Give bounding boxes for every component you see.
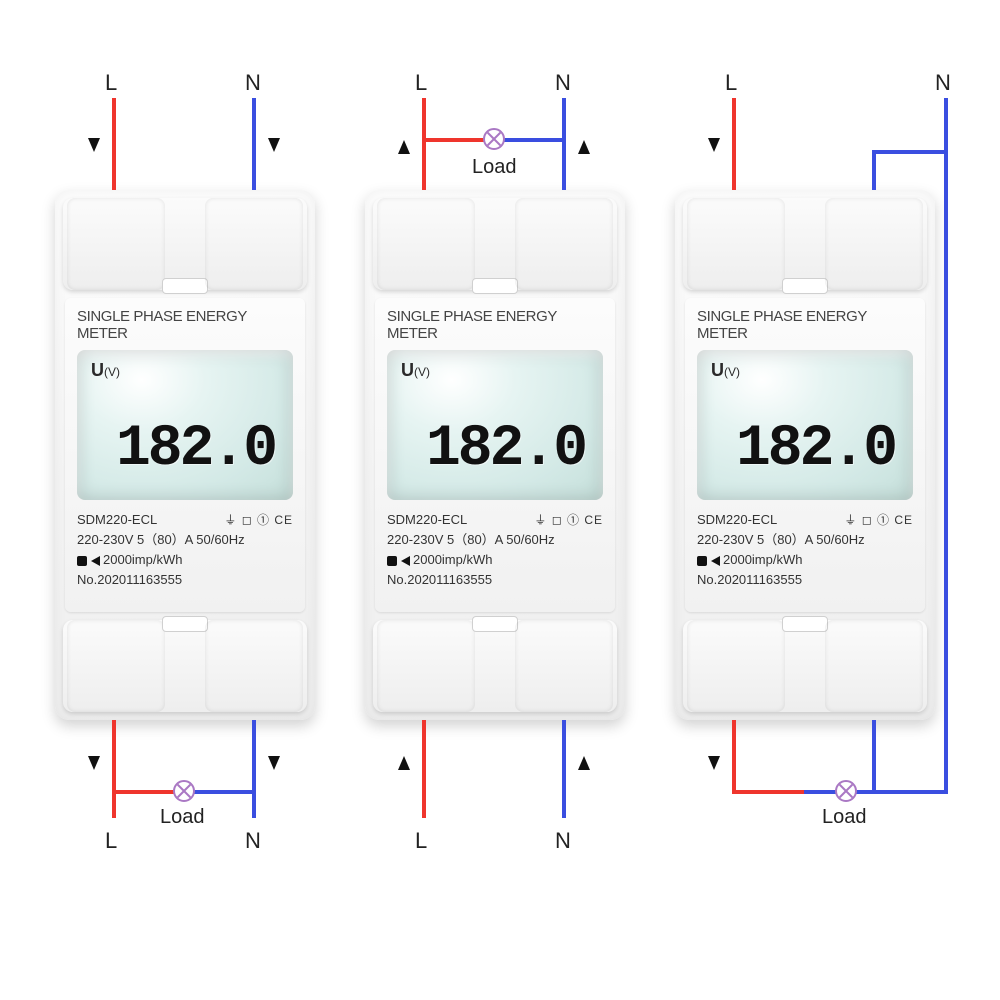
- lcd-display: U(V) 182.0: [697, 350, 913, 500]
- arrow-down-icon: [88, 756, 100, 770]
- wire-line: [112, 98, 116, 190]
- lcd-unit: U(V): [711, 360, 740, 381]
- lcd-reading: 182.0: [116, 417, 275, 482]
- label-load: Load: [160, 806, 205, 829]
- wire-neutral: [562, 720, 566, 818]
- label-neutral: N: [555, 828, 571, 854]
- meter-title: SINGLE PHASE ENERGY METER: [697, 308, 913, 342]
- wire-line: [112, 720, 116, 818]
- meter-rating: 220-230V 5（80）A 50/60Hz: [697, 530, 913, 550]
- meter-face: SINGLE PHASE ENERGY METER U(V) 182.0 SDM…: [685, 298, 925, 612]
- compliance-marks-icon: ⏚ ◻ ① CE: [844, 511, 913, 530]
- label-line: L: [105, 828, 117, 854]
- meter-info: SDM220-ECL ⏚ ◻ ① CE 220-230V 5（80）A 50/6…: [697, 510, 913, 591]
- lcd-display: U(V) 182.0: [387, 350, 603, 500]
- label-line: L: [725, 70, 737, 96]
- load-symbol-icon: [173, 780, 195, 802]
- wire-line: [732, 720, 736, 792]
- wire-neutral: [562, 98, 566, 190]
- wiring-diagram-canvas: SINGLE PHASE ENERGY METER U(V) 182.0 SDM…: [0, 0, 1000, 1000]
- load-symbol-icon: [835, 780, 857, 802]
- meter-model: SDM220-ECL: [387, 510, 467, 530]
- arrow-up-icon: [398, 140, 410, 154]
- terminal-cover-top: [373, 198, 617, 290]
- label-line: L: [415, 70, 427, 96]
- label-line: L: [415, 828, 427, 854]
- meter-pulse: 2000imp/kWh: [697, 550, 913, 570]
- arrow-down-icon: [88, 138, 100, 152]
- wire-line: [422, 720, 426, 818]
- arrow-up-icon: [578, 756, 590, 770]
- label-load: Load: [822, 806, 867, 829]
- label-line: L: [105, 70, 117, 96]
- terminal-cover-bottom: [683, 620, 927, 712]
- meter-unit: SINGLE PHASE ENERGY METER U(V) 182.0 SDM…: [675, 190, 935, 720]
- label-neutral: N: [245, 70, 261, 96]
- meter-model: SDM220-ECL: [77, 510, 157, 530]
- arrow-up-icon: [398, 756, 410, 770]
- arrow-down-icon: [268, 138, 280, 152]
- meter-unit: SINGLE PHASE ENERGY METER U(V) 182.0 SDM…: [365, 190, 625, 720]
- wire-neutral: [872, 150, 948, 154]
- wire-neutral: [872, 150, 876, 190]
- compliance-marks-icon: ⏚ ◻ ① CE: [534, 511, 603, 530]
- label-neutral: N: [245, 828, 261, 854]
- arrow-down-icon: [708, 756, 720, 770]
- label-neutral: N: [555, 70, 571, 96]
- wire-line: [422, 98, 426, 190]
- wire-load-bridge: [804, 790, 948, 794]
- meter-face: SINGLE PHASE ENERGY METER U(V) 182.0 SDM…: [375, 298, 615, 612]
- meter-serial: No.202011163555: [387, 570, 603, 590]
- meter-info: SDM220-ECL ⏚ ◻ ① CE 220-230V 5（80）A 50/6…: [387, 510, 603, 591]
- lcd-display: U(V) 182.0: [77, 350, 293, 500]
- terminal-cover-top: [63, 198, 307, 290]
- lcd-unit: U(V): [401, 360, 430, 381]
- wire-neutral: [872, 720, 876, 792]
- terminal-cover-bottom: [63, 620, 307, 712]
- label-neutral: N: [935, 70, 951, 96]
- meter-title: SINGLE PHASE ENERGY METER: [387, 308, 603, 342]
- arrow-down-icon: [708, 138, 720, 152]
- lcd-reading: 182.0: [426, 417, 585, 482]
- lcd-reading: 182.0: [736, 417, 895, 482]
- meter-face: SINGLE PHASE ENERGY METER U(V) 182.0 SDM…: [65, 298, 305, 612]
- meter-serial: No.202011163555: [697, 570, 913, 590]
- meter-pulse: 2000imp/kWh: [77, 550, 293, 570]
- load-symbol-icon: [483, 128, 505, 150]
- meter-pulse: 2000imp/kWh: [387, 550, 603, 570]
- meter-unit: SINGLE PHASE ENERGY METER U(V) 182.0 SDM…: [55, 190, 315, 720]
- meter-model: SDM220-ECL: [697, 510, 777, 530]
- wire-load-bridge: [732, 790, 804, 794]
- meter-rating: 220-230V 5（80）A 50/60Hz: [387, 530, 603, 550]
- meter-title: SINGLE PHASE ENERGY METER: [77, 308, 293, 342]
- wire-neutral-long: [944, 98, 948, 792]
- wire-neutral: [252, 98, 256, 190]
- compliance-marks-icon: ⏚ ◻ ① CE: [224, 511, 293, 530]
- meter-serial: No.202011163555: [77, 570, 293, 590]
- wire-line: [732, 98, 736, 190]
- terminal-cover-bottom: [373, 620, 617, 712]
- wire-neutral: [252, 720, 256, 818]
- label-load: Load: [472, 156, 517, 179]
- arrow-up-icon: [578, 140, 590, 154]
- meter-info: SDM220-ECL ⏚ ◻ ① CE 220-230V 5（80）A 50/6…: [77, 510, 293, 591]
- lcd-unit: U(V): [91, 360, 120, 381]
- terminal-cover-top: [683, 198, 927, 290]
- arrow-down-icon: [268, 756, 280, 770]
- meter-rating: 220-230V 5（80）A 50/60Hz: [77, 530, 293, 550]
